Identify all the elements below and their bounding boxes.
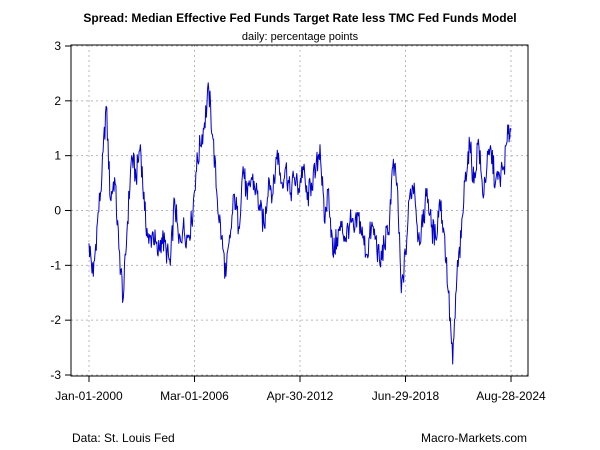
plot-area [88,82,512,365]
axes: Jan-01-2000 Mar-01-2006 Apr-30-2012 Jun-29-… [50,39,546,403]
chart-title: Spread: Median Effective Fed Funds Targe… [83,11,516,25]
x-tick-label: Jun-29-2018 [372,389,440,403]
x-tick-label: Mar-01-2006 [160,389,229,403]
y-tick-label: 3 [54,39,61,53]
y-tick-label: 0 [54,204,61,218]
y-tick-label: -1 [50,258,61,272]
y-tick-label: 2 [54,94,61,108]
x-tick-label: Apr-30-2012 [267,389,334,403]
y-tick-label: 1 [54,149,61,163]
chart-subtitle: daily: percentage points [242,31,359,43]
credit-note: Macro-Markets.com [421,431,527,445]
y-tick-label: -3 [50,368,61,382]
source-note: Data: St. Louis Fed [72,431,175,445]
y-tick-label: -2 [50,313,61,327]
x-tick-label: Aug-28-2024 [476,389,546,403]
grid [71,45,528,376]
x-tick-label: Jan-01-2000 [55,389,123,403]
plot-frame [70,44,529,377]
series-line [88,82,512,365]
